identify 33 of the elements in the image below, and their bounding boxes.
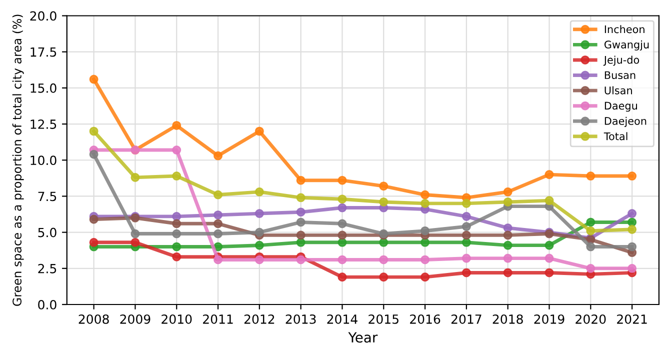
- y-tick-label: 20.0: [30, 11, 56, 21]
- legend-label: Jeju-do: [603, 56, 640, 66]
- y-tick-label: 10.0: [30, 156, 56, 166]
- y-tick-label: 15.0: [30, 83, 56, 93]
- legend-label: Busan: [604, 71, 636, 80]
- x-tick-label: 2010: [162, 314, 192, 324]
- x-tick-label: 2014: [327, 314, 358, 324]
- x-tick-label: 2020: [576, 314, 606, 324]
- x-tick-label: 2013: [286, 314, 316, 324]
- x-tick-label: 2011: [203, 314, 233, 324]
- y-tick-label: 5.0: [38, 228, 56, 238]
- y-tick-label: 7.5: [38, 192, 56, 202]
- x-tick-label: 2017: [451, 314, 482, 324]
- legend-label: Gwangju: [604, 40, 649, 50]
- legend-label: Daegu: [604, 102, 637, 112]
- x-tick-label: 2008: [78, 314, 109, 324]
- y-tick-label: 12.5: [30, 120, 56, 129]
- x-tick-label: 2016: [410, 314, 440, 324]
- legend-label: Total: [604, 132, 628, 140]
- x-tick-label: 2021: [617, 314, 647, 324]
- x-axis-title: Year: [348, 332, 378, 343]
- legend-label: Ulsan: [604, 86, 632, 94]
- x-tick-label: 2009: [120, 314, 150, 324]
- x-tick-label: 2019: [534, 314, 564, 324]
- x-tick-label: 2012: [244, 314, 274, 324]
- y-axis-title: Green space as a proportion of total city area (%): [12, 14, 24, 306]
- x-tick-label: 2015: [368, 314, 398, 324]
- legend-label: Incheon: [604, 25, 644, 34]
- y-tick-label: 2.5: [38, 264, 56, 274]
- y-tick-label: 0.0: [38, 300, 56, 310]
- y-tick-label: 17.5: [30, 47, 56, 57]
- x-tick-label: 2018: [492, 314, 523, 324]
- legend-label: Daejeon: [604, 116, 646, 127]
